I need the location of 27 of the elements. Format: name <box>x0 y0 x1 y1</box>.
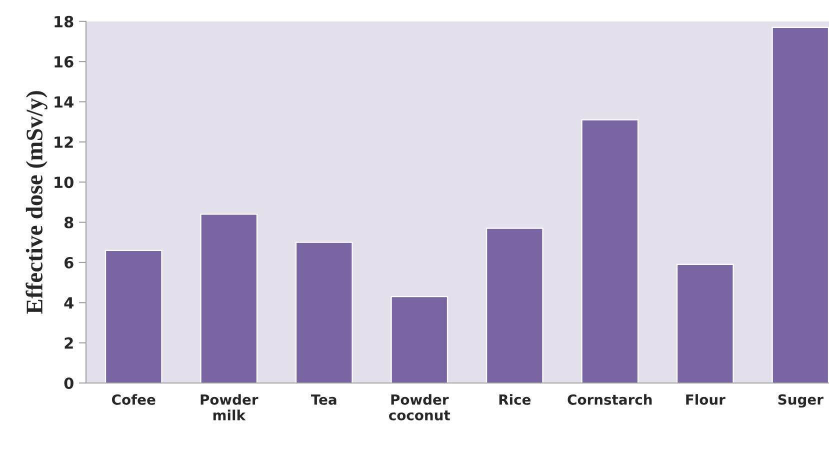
y-tick-label: 2 <box>64 337 73 349</box>
y-tick-label: 4 <box>64 297 74 308</box>
bar <box>581 119 639 383</box>
y-tick-label: 18 <box>54 16 74 28</box>
y-tick-label: 14 <box>54 96 74 108</box>
y-tick-label: 10 <box>54 176 74 188</box>
bar <box>200 214 258 383</box>
y-tick-label: 8 <box>64 216 74 228</box>
x-tick-label: Cofee <box>112 394 156 405</box>
bar <box>104 250 162 383</box>
x-tick-label: Suger <box>778 394 824 408</box>
x-tick-label: Flour <box>686 394 726 405</box>
y-axis-title: Effective dose (mSv/y) <box>26 91 48 314</box>
x-tick-label: Powder milk <box>200 394 258 420</box>
y-tick-label: 16 <box>54 56 74 68</box>
y-tick-label: 0 <box>64 377 74 390</box>
x-tick-label: Powder coconut <box>389 394 450 420</box>
x-tick-label: Cornstarch <box>568 394 652 405</box>
y-tick-label: 12 <box>54 136 73 148</box>
bar <box>772 26 829 383</box>
x-tick-label: Tea <box>310 394 336 405</box>
bar <box>676 264 734 383</box>
bar <box>486 228 544 383</box>
bar <box>390 296 448 383</box>
x-tick-label: Rice <box>499 394 531 405</box>
y-tick-label: 6 <box>64 256 74 268</box>
bar <box>295 242 353 383</box>
